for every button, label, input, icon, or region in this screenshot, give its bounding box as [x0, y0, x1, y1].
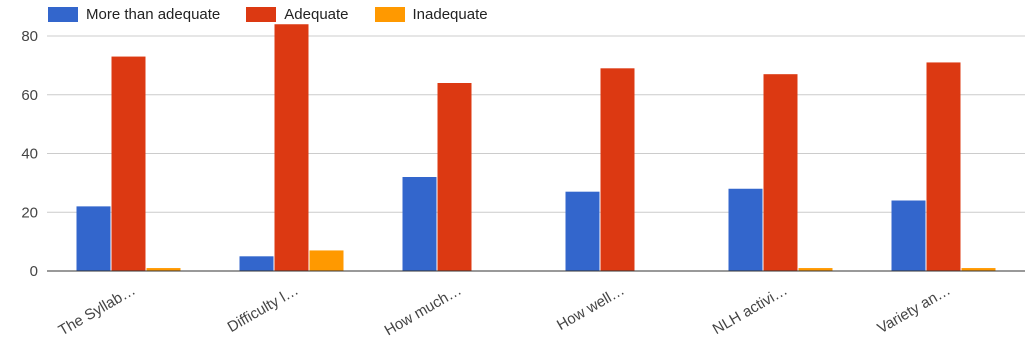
- legend: More than adequate Adequate Inadequate: [48, 6, 514, 23]
- x-tick-label: The Syllab…: [56, 282, 139, 340]
- bar-2-adequate[interactable]: [274, 24, 309, 271]
- bar-2-inadequate[interactable]: [309, 250, 344, 271]
- legend-swatch: [48, 7, 78, 22]
- legend-label: Inadequate: [412, 6, 488, 23]
- y-tick-label: 60: [21, 87, 38, 104]
- bar-1-inadequate[interactable]: [146, 268, 181, 271]
- legend-item-more-than-adequate[interactable]: More than adequate: [48, 6, 220, 23]
- bar-1-adequate[interactable]: [111, 56, 146, 271]
- x-tick-label: Variety an…: [874, 282, 953, 337]
- x-tick-label: Difficulty l…: [225, 282, 302, 336]
- y-tick-label: 80: [21, 28, 38, 45]
- bar-6-inadequate[interactable]: [961, 268, 996, 271]
- bar-2-more-than-adequate[interactable]: [239, 256, 274, 271]
- legend-label: Adequate: [284, 6, 349, 23]
- bar-4-more-than-adequate[interactable]: [565, 191, 600, 271]
- bar-3-more-than-adequate[interactable]: [402, 177, 437, 271]
- x-tick-label: How much…: [382, 282, 465, 340]
- y-tick-label: 40: [21, 146, 38, 163]
- legend-item-adequate[interactable]: Adequate: [246, 6, 349, 23]
- bar-6-more-than-adequate[interactable]: [891, 200, 926, 272]
- bar-5-adequate[interactable]: [763, 74, 798, 271]
- legend-label: More than adequate: [86, 6, 221, 23]
- x-tick-label: NLH activi…: [710, 282, 791, 338]
- bar-5-inadequate[interactable]: [798, 268, 833, 271]
- legend-swatch: [246, 7, 277, 22]
- bar-4-adequate[interactable]: [600, 68, 635, 271]
- legend-item-inadequate[interactable]: Inadequate: [374, 6, 488, 23]
- y-tick-label: 20: [21, 204, 38, 221]
- bar-5-more-than-adequate[interactable]: [728, 188, 763, 271]
- bar-1-more-than-adequate[interactable]: [76, 206, 111, 271]
- bar-6-adequate[interactable]: [926, 62, 961, 271]
- y-tick-label: 0: [30, 263, 38, 280]
- x-tick-label: How well…: [554, 282, 627, 334]
- bar-3-adequate[interactable]: [437, 83, 472, 271]
- legend-swatch: [374, 7, 405, 22]
